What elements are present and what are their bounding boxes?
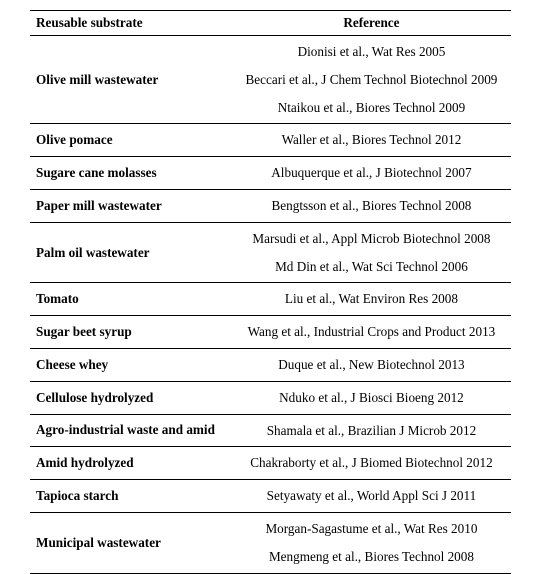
reference-line: Md Din et al., Wat Sci Technol 2006 [238, 253, 505, 281]
reference-line: Dionisi et al., Wat Res 2005 [238, 38, 505, 66]
reference-line: Bengtsson et al., Biores Technol 2008 [238, 192, 505, 220]
table-header-row: Reusable substrate Reference [30, 11, 511, 36]
reference-line: Wang et al., Industrial Crops and Produc… [238, 318, 505, 346]
reference-cell: Dionisi et al., Wat Res 2005Beccari et a… [232, 36, 511, 124]
reference-line: Shamala et al., Brazilian J Microb 2012 [238, 417, 505, 445]
substrate-cell: Sugar beet syrup [30, 316, 232, 349]
table-row: Sugare cane molassesAlbuquerque et al., … [30, 157, 511, 190]
substrate-cell: Cellulose hydrolyzed [30, 381, 232, 414]
substrate-cell: Sugare cane molasses [30, 157, 232, 190]
reference-cell: Nduko et al., J Biosci Bioeng 2012 [232, 381, 511, 414]
substrate-cell: Amid hydrolyzed [30, 447, 232, 480]
substrate-cell: Olive pomace [30, 124, 232, 157]
table-row: Amid hydrolyzedChakraborty et al., J Bio… [30, 447, 511, 480]
table-row: TomatoLiu et al., Wat Environ Res 2008 [30, 283, 511, 316]
reference-line: Liu et al., Wat Environ Res 2008 [238, 285, 505, 313]
reference-cell: Chakraborty et al., J Biomed Biotechnol … [232, 447, 511, 480]
substrate-reference-table: Reusable substrate Reference Olive mill … [30, 10, 511, 574]
reference-line: Marsudi et al., Appl Microb Biotechnol 2… [238, 225, 505, 253]
reference-cell: Bengtsson et al., Biores Technol 2008 [232, 189, 511, 222]
reference-cell: Duque et al., New Biotechnol 2013 [232, 348, 511, 381]
reference-line: Beccari et al., J Chem Technol Biotechno… [238, 66, 505, 94]
substrate-cell: Palm oil wastewater [30, 222, 232, 283]
reference-cell: Marsudi et al., Appl Microb Biotechnol 2… [232, 222, 511, 283]
table-body: Olive mill wastewaterDionisi et al., Wat… [30, 36, 511, 574]
substrate-cell: Paper mill wastewater [30, 189, 232, 222]
reference-line: Chakraborty et al., J Biomed Biotechnol … [238, 449, 505, 477]
page: Reusable substrate Reference Olive mill … [0, 0, 541, 530]
reference-line: Nduko et al., J Biosci Bioeng 2012 [238, 384, 505, 412]
reference-cell: Waller et al., Biores Technol 2012 [232, 124, 511, 157]
table-row: Olive pomaceWaller et al., Biores Techno… [30, 124, 511, 157]
reference-line: Ntaikou et al., Biores Technol 2009 [238, 94, 505, 122]
reference-cell: Setyawaty et al., World Appl Sci J 2011 [232, 480, 511, 513]
reference-line: Albuquerque et al., J Biotechnol 2007 [238, 159, 505, 187]
substrate-cell: Municipal wastewater [30, 512, 232, 573]
reference-cell: Wang et al., Industrial Crops and Produc… [232, 316, 511, 349]
reference-cell: Albuquerque et al., J Biotechnol 2007 [232, 157, 511, 190]
substrate-cell: Tomato [30, 283, 232, 316]
substrate-cell: Olive mill wastewater [30, 36, 232, 124]
table-row: Tapioca starchSetyawaty et al., World Ap… [30, 480, 511, 513]
reference-cell: Liu et al., Wat Environ Res 2008 [232, 283, 511, 316]
table-row: Municipal wastewaterMorgan-Sagastume et … [30, 512, 511, 573]
reference-line: Waller et al., Biores Technol 2012 [238, 126, 505, 154]
header-substrate: Reusable substrate [30, 11, 232, 36]
reference-cell: Morgan-Sagastume et al., Wat Res 2010Men… [232, 512, 511, 573]
reference-line: Mengmeng et al., Biores Technol 2008 [238, 543, 505, 571]
table-row: Sugar beet syrupWang et al., Industrial … [30, 316, 511, 349]
table-row: Cellulose hydrolyzedNduko et al., J Bios… [30, 381, 511, 414]
reference-line: Duque et al., New Biotechnol 2013 [238, 351, 505, 379]
table-row: Palm oil wastewaterMarsudi et al., Appl … [30, 222, 511, 283]
substrate-cell: Agro-industrial waste and amid [30, 414, 232, 447]
table-row: Cheese wheyDuque et al., New Biotechnol … [30, 348, 511, 381]
header-reference: Reference [232, 11, 511, 36]
reference-cell: Shamala et al., Brazilian J Microb 2012 [232, 414, 511, 447]
substrate-cell: Tapioca starch [30, 480, 232, 513]
table-row: Olive mill wastewaterDionisi et al., Wat… [30, 36, 511, 124]
table-row: Agro-industrial waste and amidShamala et… [30, 414, 511, 447]
reference-line: Morgan-Sagastume et al., Wat Res 2010 [238, 515, 505, 543]
table-row: Paper mill wastewaterBengtsson et al., B… [30, 189, 511, 222]
substrate-cell: Cheese whey [30, 348, 232, 381]
reference-line: Setyawaty et al., World Appl Sci J 2011 [238, 482, 505, 510]
